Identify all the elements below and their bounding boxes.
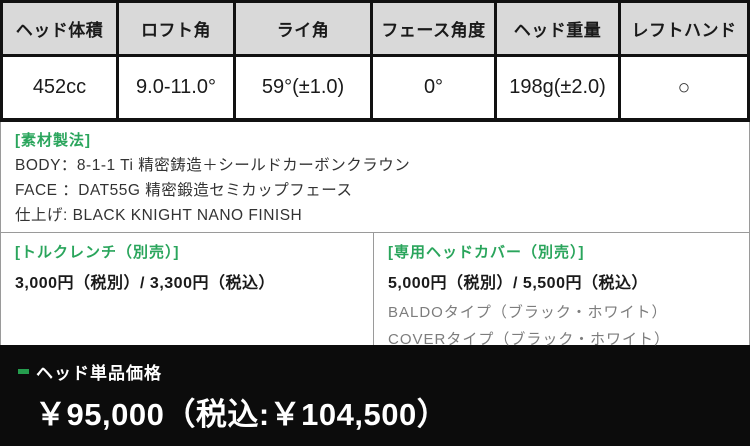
headcover-option-cover: COVERタイプ（ブラック・ホワイト） <box>388 331 671 348</box>
spec-header-loft-angle: ロフト角 <box>119 3 233 54</box>
spec-header-head-volume: ヘッド体積 <box>3 3 116 54</box>
spec-table: ヘッド体積 ロフト角 ライ角 フェース角度 ヘッド重量 レフトハンド 452cc… <box>0 0 750 122</box>
spec-header-left-hand: レフトハンド <box>621 3 747 54</box>
material-line-face: FACE ：DAT55G 精密鍛造セミカップフェース <box>15 182 353 199</box>
spec-value-head-weight: 198g(±2.0) <box>497 57 618 118</box>
price-bar: ヘッド単品価格 ￥95,000（税込:￥104,500） <box>0 345 750 446</box>
material-section-label: [素材製法] <box>15 132 91 149</box>
spec-header-face-angle: フェース角度 <box>373 3 494 54</box>
green-dash-bullet-icon <box>18 369 29 374</box>
spec-value-head-volume: 452cc <box>3 57 116 118</box>
spec-value-face-angle: 0° <box>373 57 494 118</box>
spec-header-lie-angle: ライ角 <box>236 3 370 54</box>
accessories-section: [トルクレンチ（別売）] 3,000円（税別）/ 3,300円（税込） [専用ヘ… <box>0 233 750 348</box>
headcover-panel: [専用ヘッドカバー（別売）] 5,000円（税別）/ 5,500円（税込） BA… <box>374 233 749 348</box>
material-section: [素材製法] BODY：8-1-1 Ti 精密鋳造＋シールドカーボンクラウン F… <box>0 122 750 233</box>
head-price-value: ￥95,000（税込:￥104,500） <box>35 397 449 432</box>
headcover-label: [専用ヘッドカバー（別売）] <box>388 244 585 261</box>
material-line-finish: 仕上げ: BLACK KNIGHT NANO FINISH <box>15 207 303 224</box>
torque-wrench-label: [トルクレンチ（別売）] <box>15 244 180 261</box>
spec-value-lie-angle: 59°(±1.0) <box>236 57 370 118</box>
headcover-option-baldo: BALDOタイプ（ブラック・ホワイト） <box>388 304 668 321</box>
headcover-price: 5,000円（税別）/ 5,500円（税込） <box>388 275 648 292</box>
price-bar-label: ヘッド単品価格 <box>36 364 162 383</box>
spec-value-loft-angle: 9.0-11.0° <box>119 57 233 118</box>
spec-header-head-weight: ヘッド重量 <box>497 3 618 54</box>
material-line-body: BODY：8-1-1 Ti 精密鋳造＋シールドカーボンクラウン <box>15 157 411 174</box>
torque-wrench-panel: [トルクレンチ（別売）] 3,000円（税別）/ 3,300円（税込） <box>1 233 374 345</box>
left-hand-available-circle-icon: ○ <box>621 57 747 118</box>
torque-wrench-price: 3,000円（税別）/ 3,300円（税込） <box>15 275 275 292</box>
